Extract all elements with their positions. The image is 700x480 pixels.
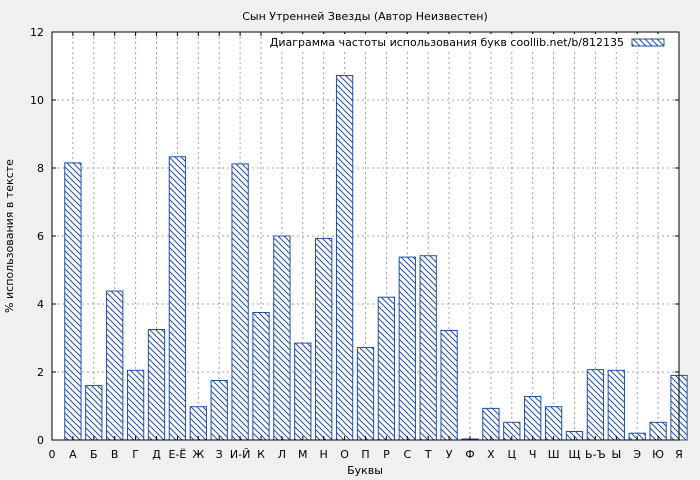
x-tick-label: С — [403, 448, 411, 461]
bar-А — [64, 162, 82, 441]
bar-Ь-Ъ — [586, 369, 605, 441]
y-tick-label: 4 — [37, 298, 44, 311]
x-tick-label: Э — [633, 448, 641, 461]
x-tick-label: П — [361, 448, 369, 461]
y-tick-label: 0 — [37, 434, 44, 447]
bar-В — [106, 290, 124, 441]
x-tick-label: Ю — [652, 448, 664, 461]
bar-О — [335, 75, 354, 441]
bar-К — [252, 312, 270, 441]
bar-М — [294, 342, 312, 441]
x-tick-label: Л — [278, 448, 286, 461]
legend: Диаграмма частоты использования букв coo… — [270, 34, 677, 50]
x-tick-label: А — [69, 448, 77, 461]
legend-swatch — [631, 38, 665, 47]
legend-box — [280, 34, 677, 50]
bar-Г — [126, 369, 145, 441]
y-tick-label: 6 — [37, 230, 44, 243]
x-tick-label: З — [216, 448, 223, 461]
bar-Л — [273, 235, 291, 441]
x-tick-label: Ц — [508, 448, 517, 461]
bar-Р — [377, 296, 396, 441]
x-tick-label: Н — [320, 448, 328, 461]
x-tick-label: Г — [132, 448, 139, 461]
bar-Ы — [607, 369, 625, 441]
x-tick-label: О — [340, 448, 349, 461]
x-tick-label: У — [446, 448, 453, 461]
x-tick-label: Б — [90, 448, 98, 461]
bar-Е-Ё — [168, 156, 187, 441]
y-tick-label: 8 — [37, 162, 44, 175]
x-tick-label: Х — [487, 448, 495, 461]
bar-Н — [315, 237, 333, 441]
x-tick-label: 0 — [49, 448, 56, 461]
x-tick-label: Е-Ё — [168, 448, 186, 461]
bar-Х — [482, 407, 500, 441]
x-tick-label: Р — [383, 448, 390, 461]
bar-У — [440, 330, 458, 441]
y-tick-label: 10 — [30, 94, 44, 107]
bar-Ш — [544, 406, 563, 441]
y-tick-label: 12 — [30, 26, 44, 39]
bars — [64, 75, 688, 441]
x-tick-label: Ь-Ъ — [585, 448, 606, 461]
bar-Д — [147, 329, 166, 441]
x-tick-label: Ж — [192, 448, 204, 461]
bar-Б — [85, 385, 103, 441]
x-tick-label: К — [257, 448, 265, 461]
bar-З — [210, 380, 228, 441]
bar-И-Й — [231, 163, 249, 441]
chart-title: Сын Утренней Звезды (Автор Неизвестен) — [242, 10, 488, 23]
x-tick-label: В — [111, 448, 119, 461]
bar-С — [398, 256, 416, 441]
y-axis-ticks: 0 2 4 6 8 10 12 — [30, 26, 679, 447]
x-tick-label: Ч — [529, 448, 537, 461]
x-tick-label: Д — [152, 448, 161, 461]
legend-label: Диаграмма частоты использования букв coo… — [270, 36, 624, 49]
bar-П — [356, 347, 375, 441]
bar-Ж — [189, 406, 207, 441]
x-axis-ticks: 0 А Б В Г Д Е-Ё Ж З И-Й К Л М Н О П Р С Т У Ф Х Ц Ч Ш Щ Ь-Ъ Ы Э Ю Я — [49, 32, 683, 461]
x-tick-label: Ф — [465, 448, 474, 461]
x-tick-label: И-Й — [230, 448, 250, 461]
y-axis-label: % использования в тексте — [3, 159, 16, 313]
x-tick-label: Я — [675, 448, 683, 461]
y-tick-label: 2 — [37, 366, 44, 379]
x-axis-label: Буквы — [347, 464, 383, 477]
x-tick-label: Щ — [568, 448, 580, 461]
x-tick-label: М — [298, 448, 308, 461]
bar-Ч — [524, 395, 542, 441]
x-tick-label: Ы — [611, 448, 621, 461]
x-tick-label: Ш — [548, 448, 560, 461]
bar-Т — [419, 255, 437, 441]
x-tick-label: Т — [424, 448, 432, 461]
